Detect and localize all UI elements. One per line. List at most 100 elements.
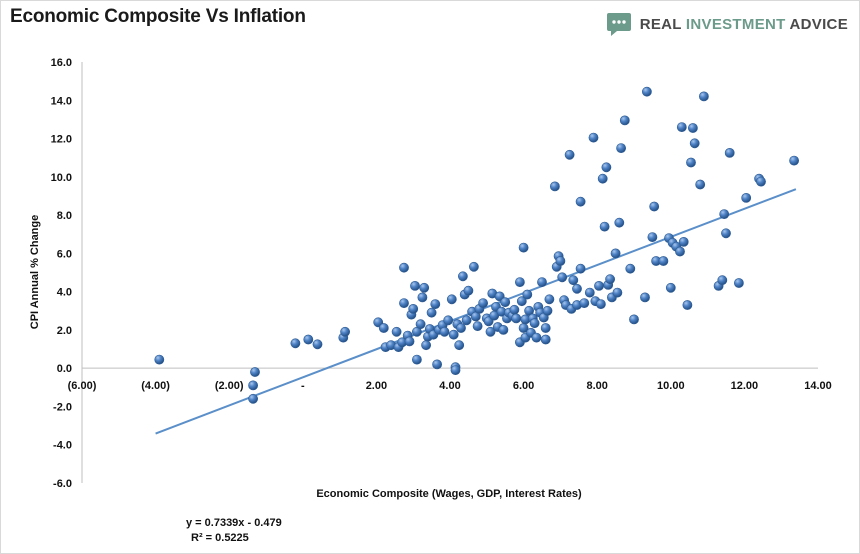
data-point: [614, 217, 625, 228]
data-point: [625, 263, 636, 274]
data-point: [537, 277, 547, 287]
data-point: [575, 263, 586, 274]
data-point: [430, 299, 441, 309]
data-point: [756, 176, 766, 187]
data-point: [426, 307, 437, 318]
data-point: [511, 313, 522, 324]
chart-title: Economic Composite Vs Inflation: [10, 6, 306, 27]
data-point: [448, 329, 459, 340]
y-tick-label: 10.0: [51, 172, 72, 184]
equation-text: y = 0.7339x - 0.479: [186, 517, 282, 529]
y-tick-label: -2.0: [53, 401, 72, 413]
data-point: [557, 272, 568, 283]
data-point: [717, 275, 728, 286]
data-point: [678, 236, 689, 247]
data-point: [564, 149, 575, 160]
data-point: [584, 287, 595, 298]
data-point: [605, 274, 615, 285]
y-tick-label: 8.0: [57, 210, 72, 222]
data-point: [610, 248, 621, 259]
x-tick-label: -: [301, 380, 305, 392]
data-point: [695, 179, 706, 190]
data-point: [290, 338, 301, 349]
data-point: [642, 86, 652, 97]
data-point: [676, 122, 687, 132]
data-point: [550, 181, 560, 192]
x-tick-label: (2.00): [215, 380, 244, 392]
data-point: [675, 246, 685, 257]
data-point: [446, 294, 457, 305]
y-tick-label: -6.0: [53, 478, 72, 490]
r-squared-text: R² = 0.5225: [191, 532, 249, 544]
data-point: [419, 282, 430, 293]
data-point: [391, 326, 402, 337]
data-point: [478, 298, 488, 308]
brand-accent: INVESTMENT: [685, 15, 786, 33]
data-point: [518, 242, 529, 253]
data-point: [417, 292, 428, 303]
data-point: [439, 326, 450, 337]
y-tick-label: 4.0: [57, 287, 72, 299]
data-point: [719, 209, 730, 219]
data-point: [612, 287, 623, 298]
data-point: [544, 294, 555, 305]
data-point: [629, 314, 639, 325]
data-point: [500, 297, 511, 308]
y-tick-label: 0.0: [57, 363, 72, 375]
data-point: [421, 340, 431, 351]
data-point: [649, 201, 660, 212]
data-point: [579, 298, 590, 308]
data-point: [522, 289, 533, 300]
data-point: [572, 283, 582, 294]
data-point: [568, 275, 579, 286]
data-point: [540, 323, 551, 333]
data-point: [597, 173, 608, 184]
data-point: [248, 380, 258, 391]
data-point: [410, 280, 420, 291]
data-point: [250, 367, 260, 377]
data-point: [542, 305, 553, 316]
data-point: [689, 138, 700, 149]
data-point: [404, 336, 415, 347]
x-tick-label: 4.00: [439, 380, 460, 392]
data-point: [456, 323, 466, 333]
data-point: [399, 298, 409, 308]
y-tick-label: 16.0: [51, 57, 72, 69]
y-tick-label: 12.0: [51, 134, 72, 146]
data-point: [688, 123, 698, 133]
chat-bubble-icon: [606, 13, 631, 36]
data-point: [457, 271, 468, 282]
y-tick-label: 14.0: [51, 95, 72, 107]
data-point: [647, 232, 658, 242]
data-point: [312, 339, 323, 350]
data-point: [599, 221, 610, 232]
data-point: [540, 334, 551, 345]
data-point: [454, 340, 465, 351]
data-point: [411, 354, 422, 365]
data-point: [724, 147, 735, 158]
data-point: [699, 91, 709, 102]
data-point: [529, 318, 540, 329]
y-tick-label: 6.0: [57, 248, 72, 260]
data-point: [686, 157, 696, 168]
data-point: [619, 115, 630, 126]
data-point: [588, 132, 599, 143]
data-point: [665, 282, 676, 293]
data-point: [594, 280, 604, 291]
brand-suffix: ADVICE: [785, 15, 848, 33]
data-point: [485, 326, 496, 337]
data-point: [450, 365, 461, 375]
x-tick-label: 12.00: [731, 380, 759, 392]
data-point: [789, 155, 799, 166]
x-tick-label: 6.00: [513, 380, 534, 392]
brand-prefix: REAL: [639, 15, 686, 33]
data-point: [721, 228, 731, 239]
x-tick-label: (6.00): [68, 380, 97, 392]
data-point: [248, 393, 258, 404]
x-tick-label: 14.00: [804, 380, 832, 392]
data-point: [741, 192, 752, 203]
data-point: [468, 261, 479, 272]
data-point: [555, 256, 566, 266]
